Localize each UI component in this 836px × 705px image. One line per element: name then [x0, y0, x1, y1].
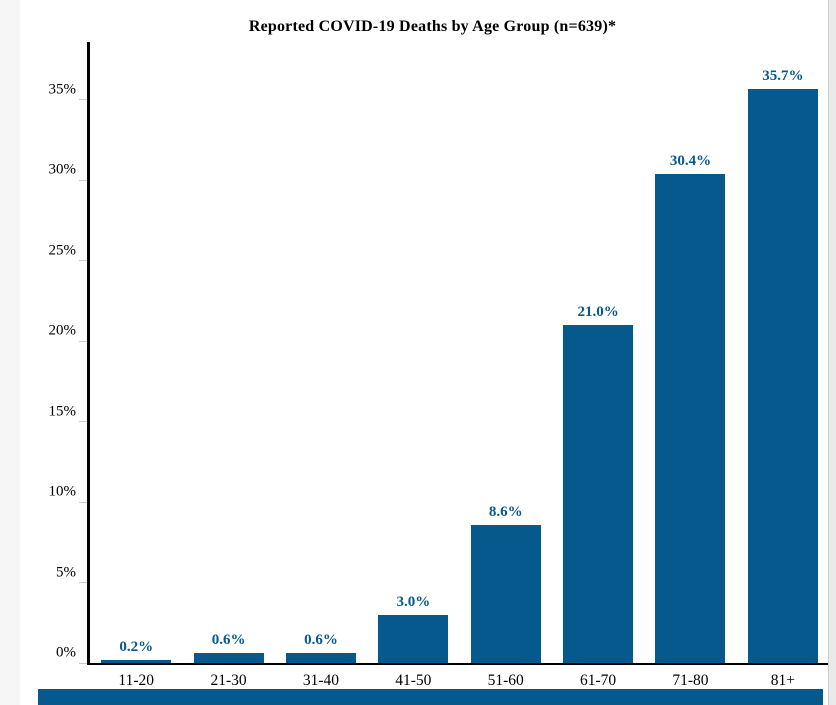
bar-81+ [747, 88, 818, 663]
bar-31-40 [285, 653, 356, 663]
x-tick-label: 71-80 [672, 672, 709, 689]
bar-value-label: 0.6% [211, 632, 246, 649]
bar-71-80 [655, 173, 726, 663]
x-tick-label: 41-50 [395, 672, 432, 689]
chart-title: Reported COVID-19 Deaths by Age Group (n… [248, 18, 617, 35]
bar-value-label: 30.4% [669, 152, 712, 169]
y-tick-mark [79, 582, 87, 584]
x-tick-label: 81+ [770, 672, 795, 689]
x-tick-label: 61-70 [579, 672, 617, 689]
bar-value-label: 0.2% [119, 638, 154, 655]
y-tick-label: 0% [56, 644, 76, 661]
bar-value-label: 8.6% [488, 503, 523, 520]
bar-21-30 [193, 653, 264, 663]
table-header-band [38, 689, 823, 705]
x-tick-label: 21-30 [210, 672, 247, 689]
x-tick-label: 31-40 [302, 672, 340, 689]
y-tick-label: 35% [48, 81, 77, 98]
y-tick-mark [79, 340, 87, 342]
y-tick-mark [79, 662, 87, 664]
bar-value-label: 21.0% [577, 304, 619, 321]
vertical-scrollbar[interactable] [828, 0, 836, 705]
plot-area: 0% 5% 10% 15% 20% 25% 30% 35% 0.2% 0.6% 0.6% 3.0% 8… [49, 42, 829, 689]
bar-41-50 [378, 614, 449, 663]
x-tick-label: 51-60 [487, 672, 524, 689]
bar-11-20 [101, 659, 172, 663]
y-tick-mark [79, 421, 87, 423]
bar-value-label: 3.0% [396, 593, 431, 610]
y-tick-label: 20% [48, 322, 77, 339]
y-tick-label: 5% [56, 564, 76, 581]
x-tick-label: 11-20 [118, 672, 154, 689]
y-tick-label: 15% [48, 403, 77, 420]
y-tick-mark [79, 260, 87, 262]
bar-value-label: 35.7% [762, 67, 804, 84]
y-tick-label: 30% [48, 161, 77, 178]
y-tick-mark [79, 179, 87, 181]
bar-value-label: 0.6% [304, 632, 338, 649]
y-tick-mark [79, 501, 87, 503]
bar-51-60 [470, 524, 541, 663]
bar-61-70 [563, 325, 634, 663]
y-tick-label: 25% [48, 242, 77, 259]
y-tick-mark [79, 99, 87, 101]
left-margin-strip [0, 0, 20, 705]
y-tick-label: 10% [48, 483, 77, 500]
